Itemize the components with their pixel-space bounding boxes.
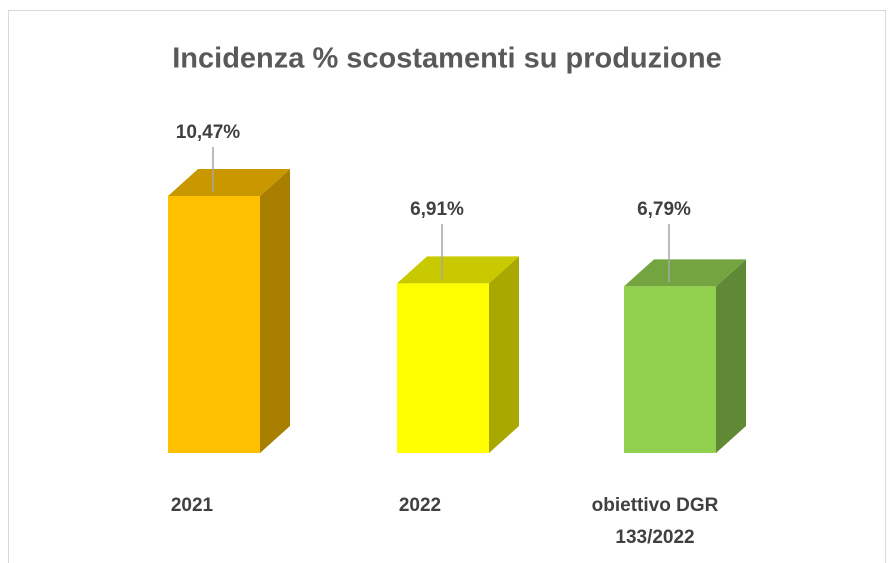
bar-top bbox=[397, 256, 519, 284]
bar-top bbox=[624, 259, 746, 287]
chart-title: Incidenza % scostamenti su produzione bbox=[172, 43, 722, 75]
chart-frame bbox=[8, 10, 886, 563]
category-label: obiettivo DGR 133/2022 bbox=[591, 495, 719, 548]
data-label: 10,47% bbox=[176, 122, 241, 143]
bar bbox=[168, 196, 260, 453]
bar bbox=[624, 286, 716, 453]
bar-side bbox=[716, 259, 746, 453]
data-label: 6,91% bbox=[410, 199, 464, 220]
category-label: 2022 bbox=[398, 495, 442, 516]
bar-top bbox=[168, 169, 290, 196]
data-label: 6,79% bbox=[637, 199, 691, 220]
bar-side bbox=[489, 256, 519, 453]
category-label: 2021 bbox=[170, 495, 214, 516]
bar bbox=[397, 283, 489, 453]
bar-side bbox=[260, 169, 290, 453]
